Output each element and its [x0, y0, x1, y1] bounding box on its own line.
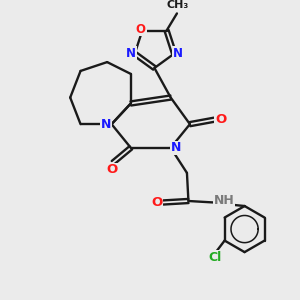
Text: O: O [106, 164, 117, 176]
Text: CH₃: CH₃ [167, 0, 189, 10]
Text: N: N [173, 47, 183, 60]
Text: N: N [171, 141, 181, 154]
Text: Cl: Cl [208, 251, 222, 264]
Text: O: O [215, 113, 226, 126]
Text: O: O [151, 196, 162, 209]
Text: NH: NH [214, 194, 234, 208]
Text: O: O [136, 22, 146, 36]
Text: N: N [101, 118, 111, 130]
Text: N: N [126, 47, 136, 60]
